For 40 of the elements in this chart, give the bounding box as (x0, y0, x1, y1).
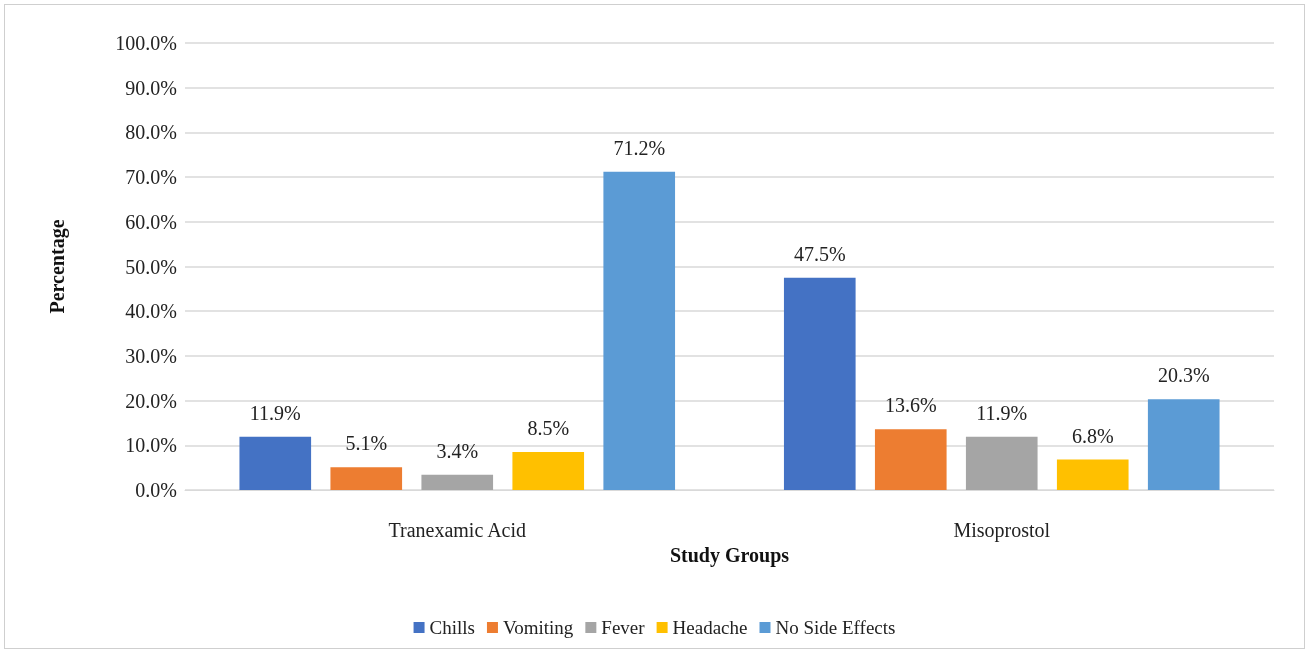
data-label: 3.4% (436, 439, 479, 462)
y-tick-label: 90.0% (125, 76, 177, 99)
y-tick-label: 50.0% (125, 255, 177, 278)
legend-label: Fever (601, 617, 646, 638)
data-label: 11.9% (976, 401, 1028, 424)
data-label: 5.1% (345, 432, 388, 455)
data-label: 8.5% (527, 417, 570, 440)
y-tick-label: 30.0% (125, 344, 177, 367)
y-tick-label: 80.0% (125, 121, 177, 144)
y-axis-title: Percentage (46, 219, 69, 314)
bar (1056, 459, 1129, 490)
y-tick-label: 60.0% (125, 210, 177, 233)
bar (330, 467, 403, 490)
bar (421, 474, 494, 490)
bar (965, 436, 1038, 490)
x-tick-label: Misoprostol (953, 519, 1051, 542)
y-tick-label: 10.0% (125, 434, 177, 457)
x-tick-label: Tranexamic Acid (388, 519, 527, 541)
y-tick-label: 40.0% (125, 300, 177, 323)
data-label: 47.5% (793, 242, 846, 265)
legend-label: Chills (429, 617, 475, 638)
legend-label: Headache (672, 617, 748, 638)
y-tick-label: 100.0% (115, 32, 177, 54)
data-label: 6.8% (1071, 424, 1114, 447)
data-label: 71.2% (613, 136, 666, 159)
x-axis-title: Study Groups (669, 543, 790, 567)
bar (1147, 399, 1220, 490)
legend-label: Vomiting (502, 617, 574, 638)
bar (603, 171, 676, 490)
y-tick-label: 0.0% (135, 479, 177, 501)
bar (874, 429, 947, 490)
data-label: 20.3% (1157, 364, 1210, 387)
bar (783, 277, 856, 490)
data-label: 11.9% (249, 401, 301, 424)
y-tick-label: 20.0% (125, 389, 177, 412)
y-tick-label: 70.0% (125, 166, 177, 189)
data-label: 13.6% (884, 394, 937, 417)
legend-label: No Side Effects (775, 617, 896, 638)
bar (239, 436, 312, 490)
bar (512, 452, 585, 490)
